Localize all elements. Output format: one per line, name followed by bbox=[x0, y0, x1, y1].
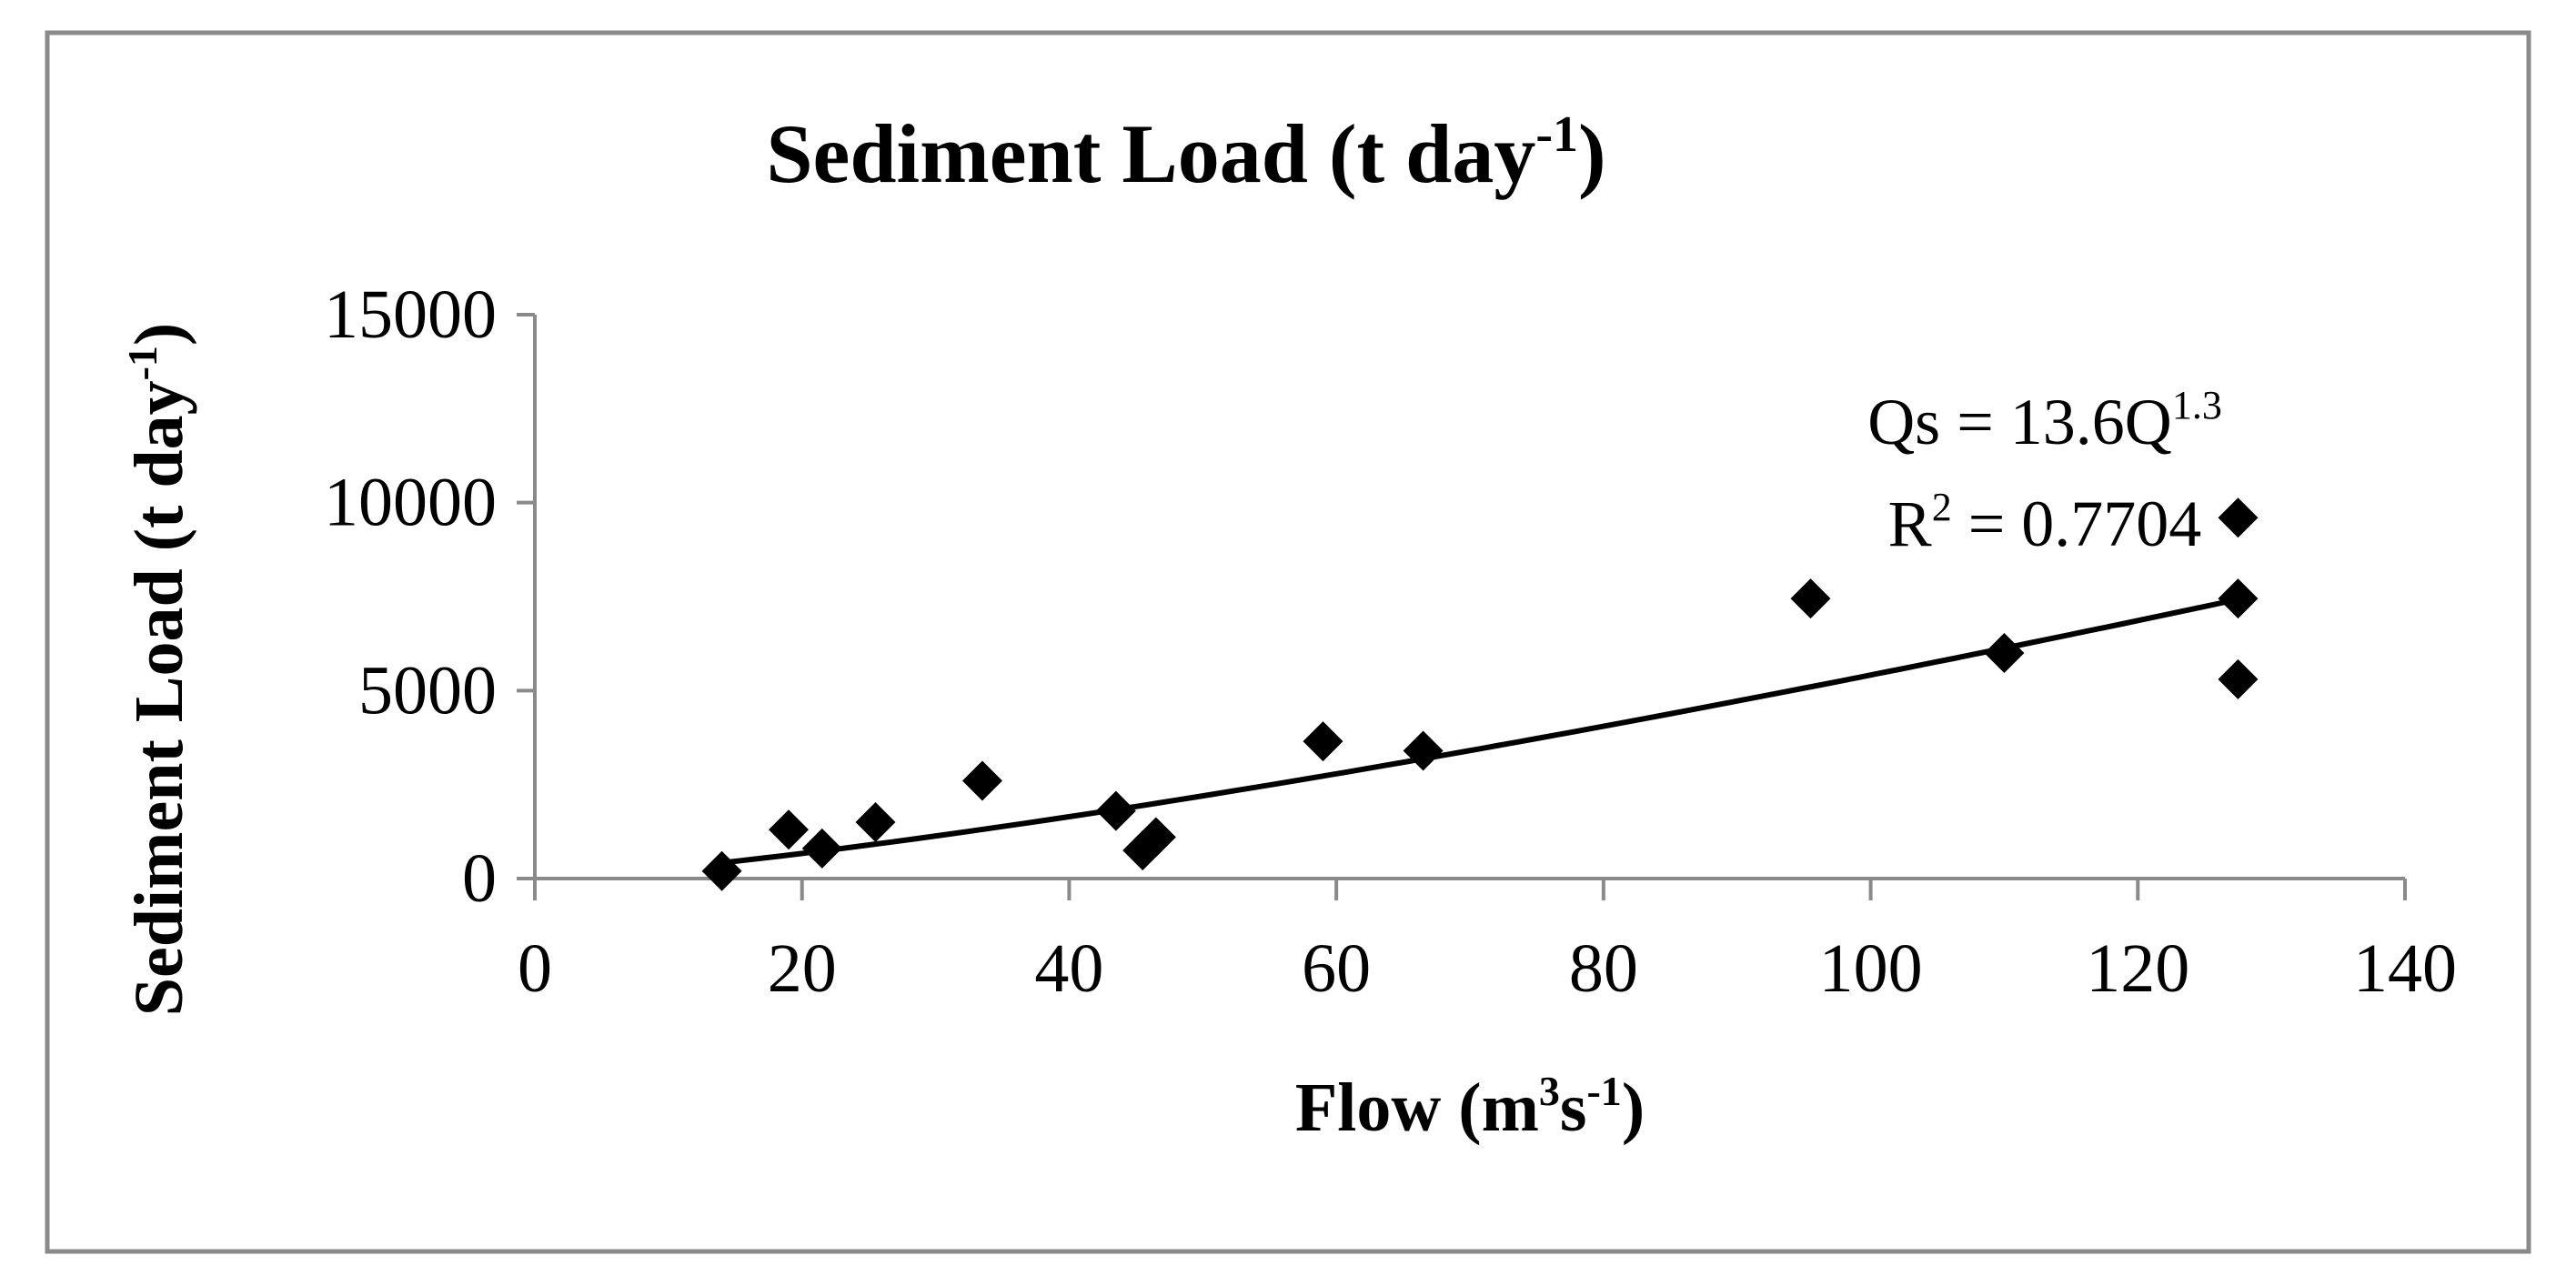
chart-title-end: ) bbox=[1578, 107, 1606, 200]
x-axis-label-end: ) bbox=[1622, 1070, 1645, 1146]
data-points bbox=[701, 497, 2259, 891]
y-tick-label: 0 bbox=[462, 840, 497, 917]
x-tick-label: 0 bbox=[518, 930, 552, 1007]
x-axis-label-sup-1: 3 bbox=[1539, 1068, 1560, 1114]
x-tick-label: 20 bbox=[768, 930, 837, 1007]
y-axis-label-end: ) bbox=[121, 323, 197, 346]
trendline-equation-sup: 1.3 bbox=[2172, 383, 2222, 427]
data-point bbox=[1790, 578, 1831, 619]
y-axis-label: Sediment Load (t day-1) bbox=[119, 323, 197, 1016]
x-axis-label-text: Flow (m bbox=[1295, 1070, 1539, 1146]
chart-title: Sediment Load (t day-1) bbox=[766, 106, 1605, 200]
chart-title-sup: -1 bbox=[1535, 106, 1578, 163]
y-axis-label-text: Sediment Load (t day bbox=[121, 380, 197, 1016]
y-tick-label: 10000 bbox=[324, 465, 497, 541]
y-ticks: 0 5000 10000 15000 bbox=[324, 276, 535, 917]
y-tick-label: 15000 bbox=[324, 276, 497, 353]
x-axis-label: Flow (m3s-1) bbox=[1295, 1068, 1645, 1146]
trendline-r2-prefix: R bbox=[1888, 487, 1932, 560]
data-point bbox=[1403, 730, 1444, 771]
data-point bbox=[701, 850, 742, 891]
data-point bbox=[1095, 790, 1136, 831]
x-tick-label: 80 bbox=[1569, 930, 1638, 1007]
x-tick-label: 40 bbox=[1034, 930, 1103, 1007]
y-tick-label: 5000 bbox=[358, 652, 497, 728]
x-tick-label: 60 bbox=[1302, 930, 1371, 1007]
trendline-r2-suffix: = 0.7704 bbox=[1952, 487, 2202, 560]
data-point bbox=[1135, 817, 1176, 858]
data-point bbox=[769, 809, 810, 850]
chart-frame bbox=[45, 30, 2531, 1254]
data-point bbox=[801, 828, 842, 869]
chart-title-text: Sediment Load (t day bbox=[766, 107, 1535, 200]
x-axis-label-sup-2: -1 bbox=[1586, 1068, 1621, 1114]
trendline-equation: Qs = 13.6Q1.3 bbox=[1867, 383, 2222, 458]
data-point bbox=[961, 760, 1002, 801]
y-axis-label-sup: -1 bbox=[119, 346, 166, 380]
data-point bbox=[2218, 658, 2259, 699]
x-ticks: 0 20 40 60 80 100 120 140 bbox=[518, 879, 2457, 1007]
x-tick-label: 140 bbox=[2353, 930, 2457, 1007]
x-axis-label-mid: s bbox=[1560, 1070, 1587, 1146]
data-point bbox=[855, 802, 896, 842]
trendline-equation-text: Qs = 13.6Q bbox=[1867, 386, 2172, 458]
data-point bbox=[2218, 497, 2259, 538]
plot-area: 0 5000 10000 15000 0 20 40 60 80 100 120 140 bbox=[324, 276, 2457, 1007]
x-tick-label: 120 bbox=[2086, 930, 2189, 1007]
data-point bbox=[1984, 633, 2025, 673]
data-point bbox=[2218, 578, 2259, 619]
x-tick-label: 100 bbox=[1819, 930, 1923, 1007]
trendline-r2: R2 = 0.7704 bbox=[1888, 485, 2202, 560]
data-point bbox=[1303, 721, 1343, 762]
trendline-r2-sup: 2 bbox=[1932, 485, 1952, 529]
